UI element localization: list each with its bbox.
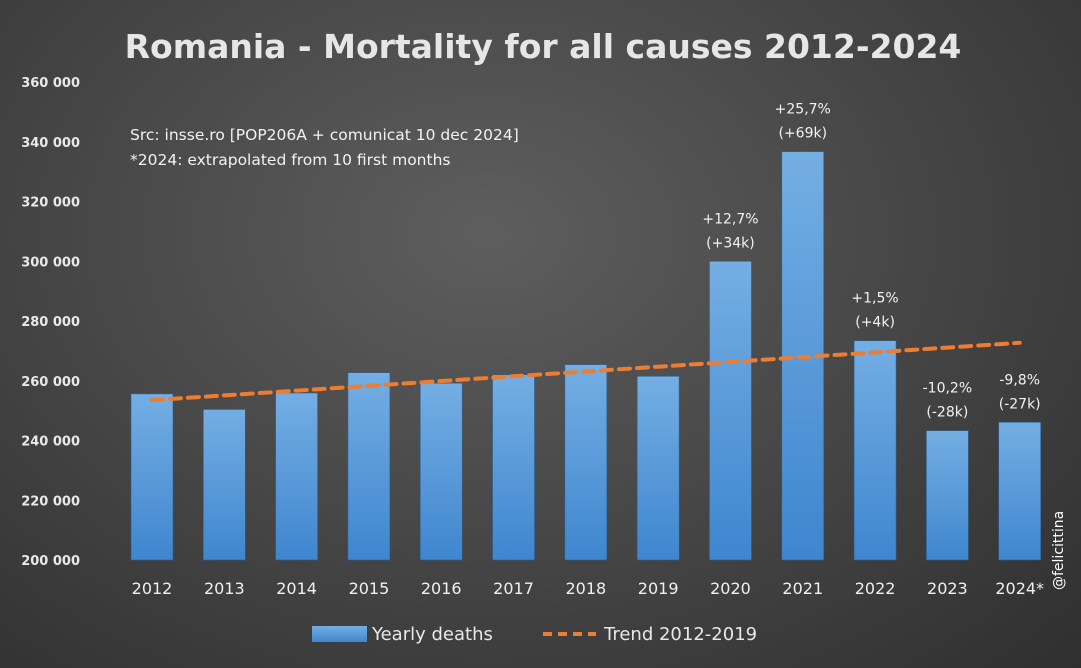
data-label-delta: (+4k) bbox=[855, 315, 895, 331]
x-tick-label: 2022 bbox=[855, 579, 896, 598]
data-labels: +12,7% (+34k) +25,7% (+69k) +1,5% (+4k) -10,2%… bbox=[702, 102, 1040, 421]
bar-2023 bbox=[926, 430, 969, 561]
legend-bar-swatch bbox=[312, 626, 367, 642]
bar-2022 bbox=[853, 340, 897, 561]
x-tick-label: 2021 bbox=[782, 579, 823, 598]
y-tick-label: 260 000 bbox=[21, 375, 80, 390]
y-tick-label: 360 000 bbox=[21, 76, 80, 91]
chart-title: Romania - Mortality for all causes 2012-… bbox=[125, 27, 962, 66]
x-tick-label: 2019 bbox=[638, 579, 679, 598]
y-axis: 200 000 220 000 240 000 260 000 280 000 300 0… bbox=[21, 76, 80, 569]
data-label-delta: (+69k) bbox=[778, 126, 827, 142]
data-label-delta: (-27k) bbox=[999, 396, 1041, 412]
x-tick-label: 2018 bbox=[565, 579, 606, 598]
y-tick-label: 280 000 bbox=[21, 315, 80, 330]
legend-label-yearly-deaths: Yearly deaths bbox=[371, 624, 493, 645]
y-tick-label: 300 000 bbox=[21, 255, 80, 270]
y-tick-label: 240 000 bbox=[21, 435, 80, 450]
bar-2018 bbox=[564, 364, 608, 561]
bar-2012 bbox=[130, 393, 174, 561]
source-note: Src: insse.ro [POP206A + comunicat 10 de… bbox=[130, 126, 519, 144]
y-tick-label: 320 000 bbox=[21, 196, 80, 211]
bar-2020 bbox=[709, 260, 752, 561]
source-annotation: Src: insse.ro [POP206A + comunicat 10 de… bbox=[130, 126, 519, 169]
bar-2015 bbox=[347, 372, 391, 561]
watermark: @felicittina bbox=[1051, 511, 1067, 590]
x-tick-label: 2013 bbox=[204, 579, 245, 598]
x-tick-label: 2024* bbox=[995, 579, 1044, 598]
data-label-delta: (+34k) bbox=[706, 235, 755, 251]
bar-2024 bbox=[998, 421, 1041, 561]
data-label-delta: (-28k) bbox=[926, 405, 968, 421]
data-label-percent: -10,2% bbox=[923, 381, 973, 397]
trend-line bbox=[150, 340, 1022, 403]
x-tick-label: 2023 bbox=[927, 579, 968, 598]
data-label-percent: +25,7% bbox=[775, 102, 831, 118]
bar-2014 bbox=[275, 392, 318, 561]
x-tick-label: 2015 bbox=[349, 579, 390, 598]
bar-2017 bbox=[492, 374, 535, 561]
x-axis: 2012 2013 2014 2015 2016 2017 2018 2019 2020 2021… bbox=[132, 579, 1044, 598]
bar-2016 bbox=[419, 382, 463, 561]
x-tick-label: 2017 bbox=[493, 579, 534, 598]
x-tick-label: 2012 bbox=[132, 579, 173, 598]
y-tick-label: 200 000 bbox=[21, 554, 80, 569]
extrapolation-note: *2024: extrapolated from 10 first months bbox=[130, 151, 450, 169]
x-tick-label: 2016 bbox=[421, 579, 462, 598]
x-tick-label: 2014 bbox=[276, 579, 317, 598]
x-tick-label: 2020 bbox=[710, 579, 751, 598]
legend: Yearly deaths Trend 2012-2019 bbox=[312, 624, 757, 645]
legend-label-trend: Trend 2012-2019 bbox=[603, 624, 757, 645]
y-tick-label: 220 000 bbox=[21, 494, 80, 509]
trend-series bbox=[150, 340, 1022, 403]
bar-series bbox=[130, 151, 1041, 561]
bar-2019 bbox=[636, 375, 680, 561]
y-tick-label: 340 000 bbox=[21, 136, 80, 151]
data-label-percent: +12,7% bbox=[702, 211, 758, 227]
data-label-percent: -9,8% bbox=[999, 372, 1040, 388]
data-label-percent: +1,5% bbox=[851, 291, 898, 307]
bar-2013 bbox=[203, 409, 246, 561]
